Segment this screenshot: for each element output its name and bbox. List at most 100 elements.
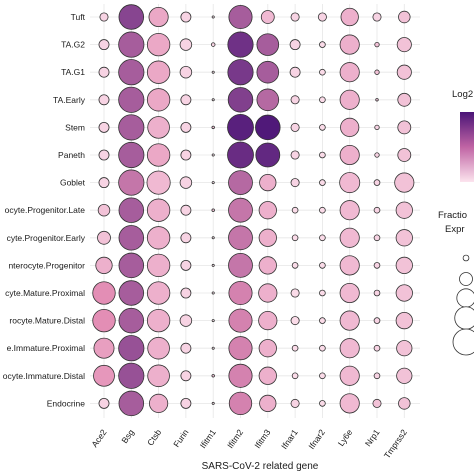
dot-point <box>258 366 277 385</box>
dot-point <box>319 372 326 380</box>
dot-point <box>372 398 382 408</box>
dot-point <box>95 256 113 275</box>
dot-point <box>259 394 277 413</box>
dot-point <box>98 177 110 189</box>
x-tick-label: Ace2 <box>89 427 108 449</box>
dot-point <box>340 117 360 137</box>
x-axis-title: SARS-CoV-2 related gene <box>202 461 319 472</box>
dot-point <box>227 114 254 141</box>
dot-point <box>397 120 412 135</box>
dot-point <box>317 12 327 22</box>
dot-point <box>339 310 360 331</box>
dot-point <box>290 398 300 408</box>
x-tick-label: Bsg <box>119 427 136 445</box>
y-axis-tick-labels: Tuft TA.G2 TA.G1 TA.Early Stem Paneth Goblet oc… <box>3 12 86 408</box>
dot-point <box>374 124 380 131</box>
dot-point <box>290 12 300 22</box>
dot-point <box>319 68 326 76</box>
x-tick-label: Ifnar1 <box>279 427 300 451</box>
dot-point <box>258 311 278 331</box>
x-tick-label: Ctsb <box>145 427 163 447</box>
dot-point <box>228 197 253 223</box>
dot-point <box>118 31 145 58</box>
dot-point <box>373 206 381 214</box>
dot-point <box>146 308 171 333</box>
dot-point <box>291 234 299 242</box>
dot-point <box>211 346 215 350</box>
y-tick-label: TA.G2 <box>61 40 85 50</box>
dot-point <box>258 228 277 247</box>
dot-point <box>395 256 413 275</box>
dot-point <box>259 173 277 192</box>
dot-point <box>98 66 110 78</box>
dot-point <box>258 201 277 220</box>
dot-point <box>118 169 145 196</box>
x-tick-label: Tmprss2 <box>382 427 409 460</box>
dot-point <box>180 121 192 133</box>
dot-point <box>339 200 360 221</box>
dot-point <box>256 88 280 112</box>
dot-point <box>98 397 110 409</box>
dot-point <box>319 400 326 407</box>
dot-point <box>228 363 253 388</box>
dot-point <box>290 316 300 326</box>
dot-point <box>228 4 253 30</box>
dot-point <box>319 41 326 48</box>
dot-point <box>372 12 382 22</box>
dot-point <box>397 92 412 107</box>
dot-point <box>180 11 192 23</box>
dot-point <box>98 94 110 106</box>
size-legend-circle <box>454 306 474 330</box>
dot-point <box>146 281 171 305</box>
dot-point <box>396 340 413 357</box>
dot-point <box>211 374 215 378</box>
dot-point <box>180 287 192 299</box>
dot-point <box>118 86 145 113</box>
y-tick-label: Tuft <box>71 12 86 22</box>
color-legend-bar <box>460 112 474 182</box>
dot-point <box>319 344 326 352</box>
dot-point <box>146 88 171 112</box>
dot-point <box>147 364 170 388</box>
dot-point <box>373 234 381 242</box>
dot-point <box>339 62 360 83</box>
x-tick-label: Ifitm3 <box>252 427 272 450</box>
dot-point <box>255 114 281 141</box>
dot-point <box>211 70 215 74</box>
size-legend-title-line2: Expr <box>445 224 465 235</box>
size-legend-circle <box>452 328 474 356</box>
dot-point <box>179 176 193 189</box>
dot-point <box>339 365 360 386</box>
dot-point <box>396 64 412 80</box>
dot-point <box>319 289 326 297</box>
dot-point <box>98 39 110 51</box>
dot-point <box>97 203 111 217</box>
y-tick-label: Endocrine <box>47 398 86 408</box>
x-tick-label: Ly6e <box>336 427 355 448</box>
dot-point <box>395 229 413 247</box>
dot-point <box>227 31 254 58</box>
dot-point <box>290 95 300 105</box>
dot-point <box>228 225 253 251</box>
dot-point <box>227 59 254 86</box>
y-tick-label: ocyte.Progenitor.Late <box>5 205 86 215</box>
dot-point <box>395 311 413 330</box>
dot-point <box>290 178 300 188</box>
dot-point <box>375 98 379 102</box>
dot-point <box>339 393 360 414</box>
dot-point <box>180 397 192 409</box>
dot-point <box>339 34 360 55</box>
dot-point <box>146 60 171 84</box>
dot-point <box>290 122 300 132</box>
dot-point <box>339 89 360 110</box>
x-tick-label: Furin <box>171 427 190 449</box>
dot-point <box>339 172 361 194</box>
dot-point <box>398 10 411 24</box>
dot-point <box>398 397 411 410</box>
dot-point <box>319 262 326 269</box>
dot-point <box>118 59 145 86</box>
dot-point <box>97 230 111 245</box>
dot-point <box>146 198 171 222</box>
dot-point <box>180 259 192 271</box>
dot-point <box>258 256 277 275</box>
